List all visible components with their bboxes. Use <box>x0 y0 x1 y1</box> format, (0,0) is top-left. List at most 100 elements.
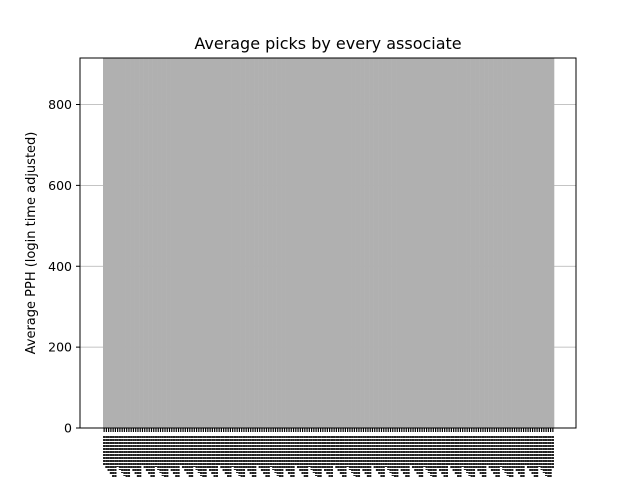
bar-185 <box>520 58 523 428</box>
bar-171 <box>488 58 492 428</box>
bar-41 <box>195 58 199 428</box>
bar-37 <box>186 58 189 428</box>
bar-27 <box>163 58 167 428</box>
bar-73 <box>267 58 271 428</box>
bar-170 <box>486 58 489 428</box>
bar-142 <box>423 58 426 428</box>
bar-68 <box>256 58 259 428</box>
bar-126 <box>387 58 390 428</box>
bar-2 <box>107 58 111 428</box>
bar-193 <box>538 58 541 428</box>
bar-20 <box>148 58 151 428</box>
bar-90 <box>305 58 309 428</box>
bar-194 <box>540 58 544 428</box>
bar-82 <box>287 58 291 428</box>
bar-127 <box>389 58 392 428</box>
bar-11 <box>127 58 131 428</box>
bar-169 <box>484 58 487 428</box>
bar-141 <box>420 58 424 428</box>
bar-86 <box>296 58 300 428</box>
bar-149 <box>438 58 442 428</box>
bar-76 <box>274 58 277 428</box>
bar-157 <box>457 58 460 428</box>
bar-175 <box>497 58 501 428</box>
bar-112 <box>355 58 359 428</box>
bar-156 <box>454 58 458 428</box>
bar-52 <box>220 58 223 428</box>
bar-132 <box>400 58 404 428</box>
bar-39 <box>190 58 194 428</box>
bar-135 <box>407 58 410 428</box>
bar-146 <box>432 58 435 428</box>
bar-162 <box>468 58 471 428</box>
bar-168 <box>481 58 485 428</box>
bar-72 <box>265 58 268 428</box>
bar-115 <box>362 58 365 428</box>
bar-150 <box>441 58 444 428</box>
bar-165 <box>475 58 478 428</box>
bar-5 <box>114 58 117 428</box>
bar-131 <box>398 58 401 428</box>
bar-153 <box>448 58 451 428</box>
bar-120 <box>373 58 377 428</box>
bar-177 <box>502 58 505 428</box>
bar-18 <box>143 58 147 428</box>
bar-19 <box>145 58 149 428</box>
bar-79 <box>281 58 284 428</box>
bar-88 <box>301 58 304 428</box>
bar-191 <box>533 58 537 428</box>
bar-111 <box>353 58 356 428</box>
bar-178 <box>504 58 507 428</box>
x-axis-ticks <box>103 428 554 478</box>
bar-31 <box>172 58 176 428</box>
bar-145 <box>429 58 433 428</box>
bar-71 <box>263 58 266 428</box>
bar-164 <box>472 58 476 428</box>
bar-59 <box>236 58 239 428</box>
bar-128 <box>391 58 395 428</box>
bar-46 <box>206 58 210 428</box>
bar-130 <box>396 58 399 428</box>
bar-84 <box>292 58 295 428</box>
bar-10 <box>125 58 129 428</box>
bar-34 <box>179 58 183 428</box>
bar-119 <box>371 58 374 428</box>
bar-97 <box>321 58 325 428</box>
bar-75 <box>272 58 275 428</box>
y-tick-label-1: 200 <box>48 340 72 355</box>
bar-188 <box>526 58 530 428</box>
y-tick-label-4: 800 <box>48 97 72 112</box>
chart-title: Average picks by every associate <box>194 34 461 53</box>
bar-80 <box>283 58 286 428</box>
bar-116 <box>364 58 368 428</box>
bar-81 <box>285 58 289 428</box>
bar-57 <box>231 58 235 428</box>
bar-179 <box>506 58 510 428</box>
bar-1 <box>105 58 108 428</box>
bar-99 <box>326 58 329 428</box>
bar-172 <box>490 58 494 428</box>
bar-22 <box>152 58 156 428</box>
bar-0 <box>103 58 106 428</box>
bar-113 <box>357 58 361 428</box>
bar-33 <box>177 58 180 428</box>
bar-140 <box>418 58 422 428</box>
bar-155 <box>452 58 456 428</box>
bar-91 <box>308 58 311 428</box>
bar-93 <box>312 58 316 428</box>
bar-121 <box>375 58 379 428</box>
bar-154 <box>450 58 453 428</box>
bar-16 <box>139 58 142 428</box>
bar-64 <box>247 58 250 428</box>
bar-94 <box>314 58 318 428</box>
bar-199 <box>551 58 555 428</box>
bar-48 <box>211 58 214 428</box>
bar-14 <box>134 58 138 428</box>
bar-129 <box>393 58 397 428</box>
bar-124 <box>382 58 386 428</box>
bar-143 <box>425 58 429 428</box>
plot-frame <box>79 57 577 429</box>
bar-56 <box>229 58 232 428</box>
bar-183 <box>515 58 519 428</box>
